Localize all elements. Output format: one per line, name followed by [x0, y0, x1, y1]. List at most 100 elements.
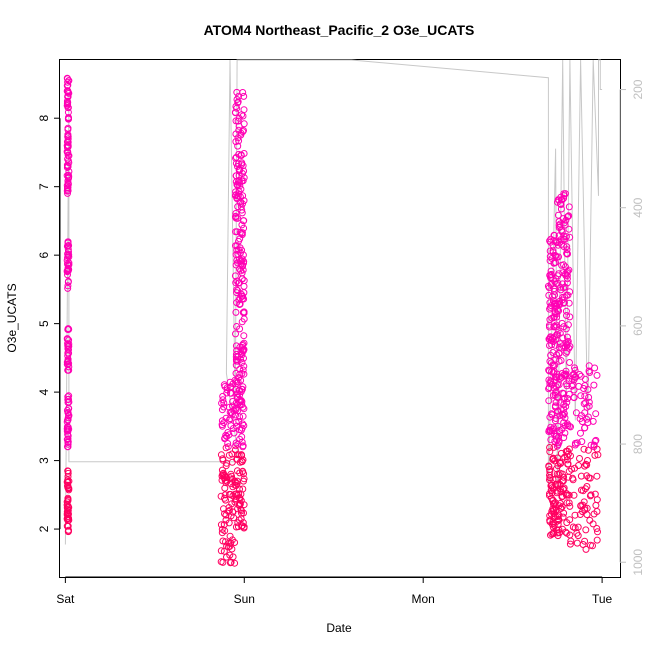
data-point [225, 504, 233, 511]
data-point [232, 308, 240, 316]
y2-tick-label: 600 [631, 316, 645, 336]
data-point [64, 250, 72, 258]
data-point [557, 201, 565, 208]
data-point [554, 487, 561, 495]
data-point [546, 466, 554, 474]
pressure-line-path [64, 59, 603, 545]
data-point [236, 255, 243, 263]
data-point [585, 402, 593, 410]
data-point [65, 251, 73, 259]
data-point [581, 537, 589, 545]
data-point [550, 506, 558, 513]
data-point [219, 392, 227, 400]
data-point [550, 287, 558, 295]
data-point [234, 378, 242, 386]
data-point [583, 483, 591, 490]
data-point [218, 417, 226, 425]
data-point [238, 359, 246, 366]
data-point [222, 496, 229, 504]
data-point [65, 404, 73, 412]
data-point [585, 393, 593, 401]
data-point [232, 279, 240, 287]
chart-title: ATOM4 Northeast_Pacific_2 O3e_UCATS [204, 22, 475, 38]
data-point [573, 539, 581, 547]
data-point [559, 280, 566, 288]
data-point [239, 519, 247, 527]
data-point [578, 486, 585, 494]
data-point [554, 394, 562, 402]
data-point [221, 473, 229, 481]
data-point [64, 478, 72, 486]
data-point [236, 166, 244, 174]
data-point [577, 392, 585, 400]
data-point [226, 408, 234, 416]
data-point [235, 122, 243, 130]
x-axis-label: Date [326, 621, 352, 635]
data-point [565, 225, 573, 233]
data-point [234, 192, 242, 200]
data-point [585, 362, 593, 370]
data-point [231, 559, 239, 567]
data-point [584, 419, 592, 427]
data-point [240, 308, 248, 316]
y2-tick-label: 1000 [631, 549, 645, 576]
data-point [238, 318, 246, 326]
data-point [233, 467, 241, 475]
data-point [555, 350, 563, 358]
data-point [562, 367, 570, 375]
data-point [225, 451, 233, 459]
data-point [545, 397, 553, 405]
data-point [222, 516, 230, 524]
data-point [547, 531, 554, 539]
data-point [556, 340, 564, 348]
x-tick-label: Mon [412, 592, 435, 606]
data-point [548, 359, 555, 367]
data-point [64, 78, 72, 86]
data-point [550, 362, 558, 370]
y2-tick-label: 800 [631, 434, 645, 454]
data-point [64, 108, 72, 116]
data-point [556, 329, 564, 337]
data-point [557, 205, 565, 213]
data-point [563, 275, 571, 283]
data-point [556, 297, 564, 305]
data-point [567, 452, 574, 460]
data-point [582, 460, 590, 468]
data-point [566, 313, 574, 321]
data-point [573, 439, 581, 447]
data-point [238, 246, 246, 254]
data-point [232, 251, 240, 259]
data-point [568, 382, 576, 390]
data-point [65, 516, 73, 524]
data-point [64, 342, 72, 349]
data-point [546, 444, 554, 451]
y-axis-label: O3e_UCATS [5, 283, 19, 352]
data-point [240, 217, 248, 225]
data-point [233, 401, 241, 409]
data-point [64, 246, 72, 254]
data-point [224, 443, 232, 451]
data-point [64, 435, 72, 443]
data-point [65, 395, 72, 403]
data-point [556, 529, 563, 537]
data-point [555, 516, 563, 524]
data-point [65, 392, 73, 400]
data-point [233, 286, 241, 294]
data-point [233, 477, 241, 485]
data-point [217, 521, 225, 529]
data-point [240, 332, 248, 340]
data-point [550, 300, 558, 308]
data-point [239, 346, 247, 354]
data-point [568, 465, 576, 473]
data-point [566, 359, 573, 366]
data-point [64, 88, 72, 96]
data-point [233, 277, 241, 285]
data-point [571, 364, 578, 372]
data-point [581, 424, 589, 432]
data-point [226, 490, 233, 498]
data-point [577, 472, 585, 480]
data-point [547, 267, 555, 275]
data-point [229, 398, 237, 405]
data-point [581, 409, 589, 417]
data-point [583, 415, 591, 423]
